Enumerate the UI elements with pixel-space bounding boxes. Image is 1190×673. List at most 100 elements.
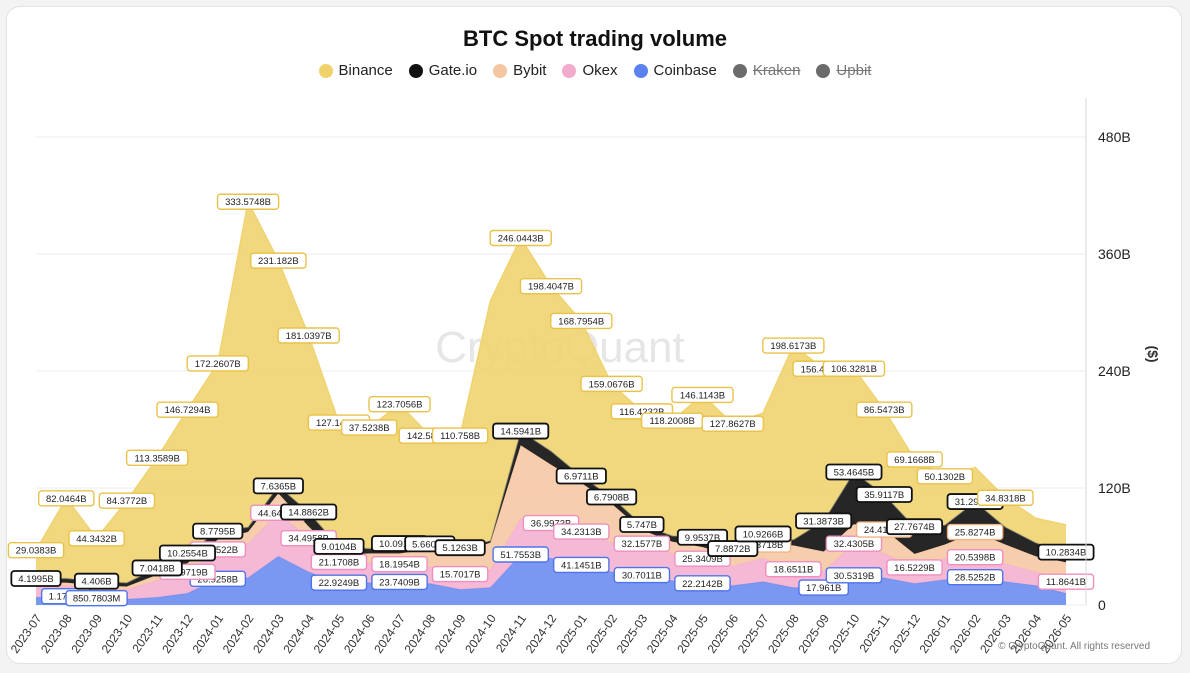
data-label: 23.7409B	[371, 573, 428, 591]
data-label: 27.7674B	[886, 518, 944, 536]
data-label: 10.2834B	[1037, 543, 1095, 561]
data-label-text: 333.5748B	[225, 197, 271, 208]
data-label-text: 5.747B	[627, 520, 657, 531]
data-label-text: 27.7674B	[894, 522, 935, 533]
data-label: 10.2554B	[158, 544, 216, 562]
data-label-text: 6.9711B	[564, 472, 599, 483]
data-label-box	[855, 486, 913, 503]
data-label: 333.5748B	[216, 193, 280, 210]
data-label-box	[762, 337, 825, 354]
data-label-box	[250, 252, 307, 269]
data-label: 127.8627B	[701, 415, 765, 432]
chart-title: BTC Spot trading volume	[463, 26, 727, 51]
legend-item-okex[interactable]: Okex	[562, 62, 618, 79]
legend-label: Bybit	[513, 62, 547, 79]
data-label-box	[310, 574, 368, 591]
y-axis-unit-label: ($)	[1145, 345, 1161, 362]
data-label-text: 34.2313B	[561, 527, 602, 538]
legend-label: Gate.io	[428, 62, 478, 79]
data-label: 21.1708B	[310, 553, 368, 571]
data-label-box	[1037, 573, 1095, 590]
data-label-text: 10.9266B	[743, 529, 784, 540]
data-label-text: 16.9719B	[167, 567, 208, 578]
data-label-text: 34.4958B	[288, 534, 329, 545]
legend-item-binance[interactable]: Binance	[318, 62, 393, 79]
data-label-text: 127.8627B	[710, 419, 756, 430]
data-label-text: 127.1417B	[316, 418, 362, 429]
data-label-text: 17.961B	[806, 583, 841, 594]
data-label-text: 15.7017B	[440, 570, 481, 581]
data-label: 20.5398B	[946, 549, 1004, 566]
data-label-text: 7.8872B	[715, 544, 750, 555]
data-label-text: 6.7908B	[594, 492, 629, 503]
data-label: 198.4047B	[519, 277, 583, 295]
data-label-box	[492, 546, 550, 563]
data-label-text: 4.1995B	[18, 574, 53, 585]
legend-item-kraken[interactable]: Kraken	[732, 62, 800, 79]
data-label: 6.9711B	[555, 467, 607, 485]
data-label: 34.2313B	[552, 523, 610, 540]
data-label-text: 110.758B	[440, 431, 480, 442]
data-label: 15.7017B	[431, 565, 489, 583]
data-label-text: 50.1302B	[924, 472, 965, 483]
data-label-text: 10.0918B	[379, 539, 420, 550]
data-label-text: 32.1577B	[622, 539, 663, 550]
data-label-text: 35.9117B	[864, 490, 904, 501]
data-label: 198.6173B	[762, 337, 825, 354]
data-label: 14.5941B	[492, 422, 550, 440]
data-label-box	[916, 468, 974, 485]
data-label-box	[125, 449, 189, 466]
legend-item-bybit[interactable]: Bybit	[493, 62, 546, 79]
data-label: 44.3432B	[68, 530, 125, 547]
data-label-text: 29.0383B	[16, 546, 57, 557]
data-label-text: 146.7294B	[164, 405, 210, 416]
data-label: 231.182B	[250, 252, 307, 269]
data-label: 5.747B	[619, 516, 665, 533]
data-label-box	[216, 193, 280, 210]
data-label: 18.6511B	[765, 561, 822, 578]
data-label: 110.758B	[431, 427, 489, 444]
data-label-box	[277, 327, 340, 344]
data-label-text: 30.0522B	[197, 545, 238, 556]
data-label-box	[156, 401, 219, 418]
legend-item-upbit[interactable]: Upbit	[816, 62, 871, 79]
data-label-box	[613, 566, 671, 584]
data-label-box	[252, 477, 304, 495]
legend-label: Coinbase	[653, 62, 717, 79]
data-label: 28.5252B	[946, 569, 1004, 586]
data-label: 31.3873B	[795, 512, 853, 530]
data-label: 25.8274B	[946, 523, 1004, 541]
data-label-box	[192, 522, 244, 540]
data-label-box	[368, 395, 431, 413]
data-label-box	[492, 422, 550, 440]
data-label-text: 159.0676B	[589, 379, 635, 390]
data-label-text: 123.7056B	[377, 400, 423, 411]
data-label-text: 106.3281B	[831, 364, 877, 375]
data-label-box	[619, 516, 665, 533]
data-label: 69.1668B	[886, 451, 943, 468]
data-label: 246.0443B	[489, 229, 552, 247]
legend-dot-icon	[732, 63, 747, 78]
data-label: 84.3772B	[98, 492, 156, 509]
x-tick-label: 2025-10	[826, 611, 863, 655]
legend-item-gate-io[interactable]: Gate.io	[408, 62, 478, 79]
legend-dot-icon	[633, 63, 648, 78]
data-label-text: 7.0418B	[139, 563, 174, 574]
data-label: 850.7803M	[65, 589, 128, 607]
legend-item-coinbase[interactable]: Coinbase	[633, 62, 717, 79]
data-label: 16.5229B	[886, 559, 943, 576]
data-label: 34.8318B	[977, 489, 1034, 506]
data-label-box	[313, 538, 365, 555]
data-label-box	[555, 467, 607, 485]
data-label: 9.0104B	[313, 538, 365, 555]
data-label-text: 53.4645B	[834, 468, 875, 479]
data-label: 37.5238B	[340, 419, 398, 436]
data-label: 181.0397B	[277, 327, 340, 344]
data-label-box	[552, 556, 610, 574]
data-label: 22.9249B	[310, 574, 368, 591]
data-label-box	[68, 530, 125, 547]
data-label-box	[701, 415, 765, 432]
x-tick-label: 2023-10	[99, 611, 136, 655]
data-label-text: 198.6173B	[770, 341, 816, 352]
